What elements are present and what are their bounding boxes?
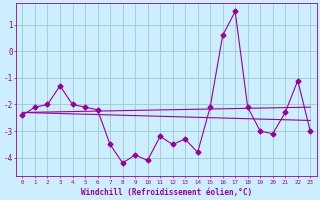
X-axis label: Windchill (Refroidissement éolien,°C): Windchill (Refroidissement éolien,°C): [81, 188, 252, 197]
